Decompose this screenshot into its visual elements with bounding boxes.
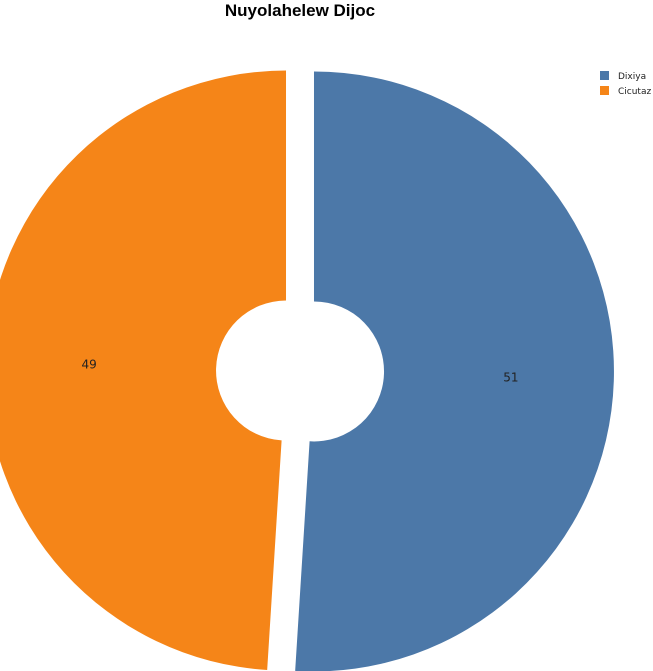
legend-item: Cicutaz — [600, 86, 651, 97]
slice-labels: 51 49 — [81, 357, 518, 384]
legend-label: Cicutaz — [618, 87, 651, 97]
legend: Dixiya Cicutaz — [600, 71, 651, 97]
pie-slices — [0, 70, 614, 671]
pie-slice-cicutaz — [0, 70, 287, 670]
slice-value-label: 51 — [503, 371, 518, 385]
legend-swatch — [600, 86, 609, 95]
slice-value-label: 49 — [81, 357, 96, 371]
legend-swatch — [600, 71, 609, 80]
chart-title: Nuyolahelew Dijoc — [224, 1, 376, 20]
legend-label: Dixiya — [618, 72, 646, 82]
pie-slice-dixiya — [295, 71, 614, 671]
legend-item: Dixiya — [600, 71, 646, 82]
